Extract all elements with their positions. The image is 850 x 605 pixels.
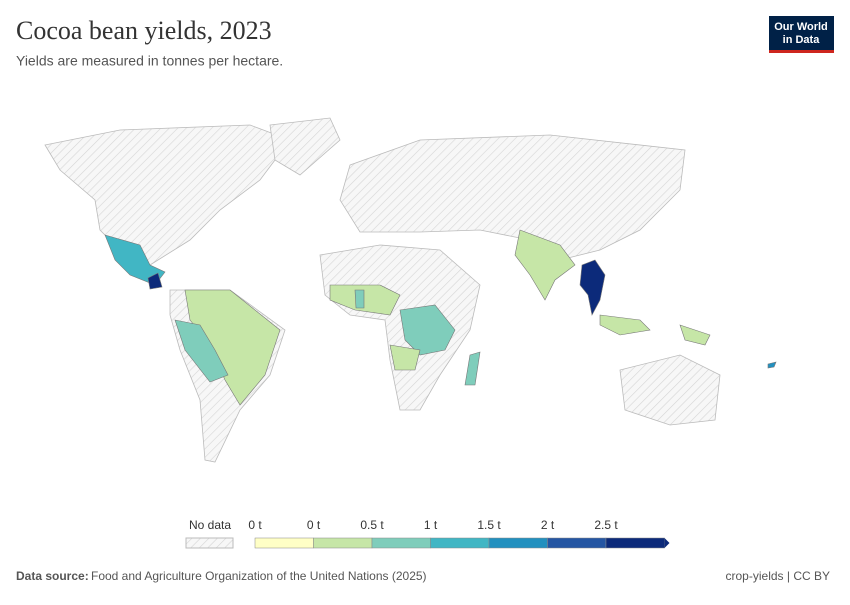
title: Cocoa bean yields, 2023 [16, 16, 272, 45]
legend-label: 0 t [307, 518, 321, 532]
legend-label: 2 t [541, 518, 555, 532]
legend-label: No data [189, 518, 231, 532]
legend-swatch [547, 537, 607, 549]
country [514, 229, 576, 301]
map [44, 117, 777, 463]
logo: Our World in Data [769, 16, 834, 53]
legend-arrow [664, 538, 670, 548]
country [399, 304, 456, 356]
country [464, 351, 481, 386]
country [579, 259, 606, 316]
country [599, 314, 651, 336]
subtitle: Yields are measured in tonnes per hectar… [16, 53, 283, 69]
credit: crop-yields | CC BY [726, 569, 830, 583]
legend-label: 1.5 t [477, 518, 501, 532]
source-label: Data source: [16, 569, 89, 583]
country [174, 319, 229, 383]
legend-label: 2.5 t [594, 518, 618, 532]
country [679, 324, 711, 346]
legend-swatch [488, 537, 548, 549]
legend-swatch [371, 537, 431, 549]
country [354, 289, 365, 309]
legend-label: 0 t [248, 518, 262, 532]
africa [319, 244, 481, 411]
legend-swatch [605, 537, 665, 549]
logo-text: Our World [774, 21, 828, 33]
country [104, 234, 166, 286]
source: Food and Agriculture Organization of the… [91, 569, 427, 583]
greenland [269, 117, 341, 176]
australia [619, 354, 721, 426]
legend-swatch [254, 537, 314, 549]
country [147, 272, 163, 290]
north-america [44, 124, 291, 266]
legend-swatch [313, 537, 373, 549]
logo-bar [769, 50, 834, 53]
eurasia [339, 134, 686, 261]
country [389, 344, 421, 371]
legend: No data 0 t 0 t 0.5 t 1 t 1.5 t 2 t 2.5 t [185, 518, 670, 549]
legend-label: 1 t [424, 518, 438, 532]
country [767, 361, 777, 369]
logo-box [769, 16, 834, 50]
country [329, 284, 401, 316]
legend-swatch [430, 537, 490, 549]
legend-label: 0.5 t [360, 518, 384, 532]
legend-swatch [185, 537, 234, 549]
logo-text: in Data [783, 34, 821, 46]
